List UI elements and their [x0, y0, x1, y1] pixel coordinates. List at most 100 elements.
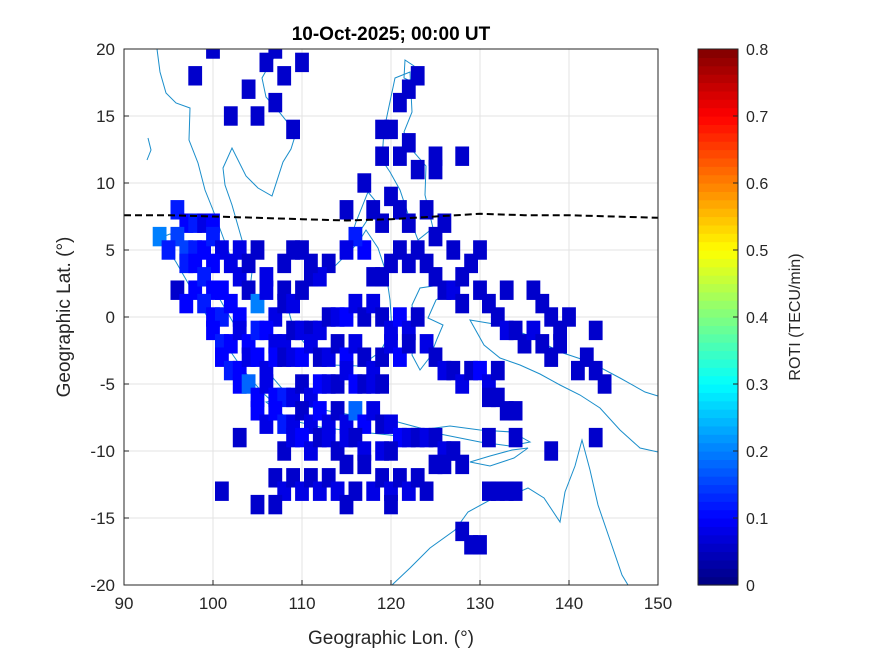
roti-cell: [375, 213, 389, 233]
colorbar-band: [698, 350, 738, 360]
colorbar-band: [698, 124, 738, 134]
roti-cell: [161, 240, 176, 260]
y-tick-label: 10: [96, 174, 115, 193]
roti-cell: [259, 280, 274, 300]
colorbar-band: [698, 425, 738, 435]
x-tick-label: 90: [115, 594, 134, 613]
roti-cell: [597, 374, 612, 394]
colorbar-band: [698, 375, 738, 385]
colorbar-band: [698, 275, 738, 285]
x-tick-label: 130: [466, 594, 494, 613]
roti-cell: [250, 106, 265, 126]
colorbar-band: [698, 451, 738, 460]
colorbar-band: [698, 568, 738, 578]
roti-cell: [419, 481, 434, 501]
y-tick-label: -5: [100, 375, 115, 394]
roti-cell: [384, 186, 398, 207]
x-tick-label: 120: [377, 594, 405, 613]
roti-cell: [473, 240, 487, 260]
colorbar-band: [698, 358, 738, 368]
colorbar-band: [698, 576, 738, 586]
colorbar-band: [698, 417, 738, 427]
colorbar-band: [698, 459, 738, 469]
colorbar-band: [698, 90, 738, 100]
colorbar-band: [698, 166, 738, 176]
colorbar-band: [698, 183, 738, 192]
roti-cell: [490, 360, 505, 381]
colorbar-band: [698, 509, 738, 519]
roti-cell: [401, 133, 416, 153]
colorbar-tick-label: 0.3: [746, 377, 768, 394]
colorbar-band: [698, 559, 738, 569]
magnetic-equator: [124, 212, 658, 222]
colorbar-band: [698, 266, 738, 276]
colorbar-band: [698, 191, 738, 201]
roti-cell: [508, 481, 523, 501]
colorbar-tick-label: 0: [746, 578, 755, 595]
colorbar-band: [698, 501, 738, 511]
colorbar: [698, 49, 738, 586]
y-tick-label: 5: [106, 241, 115, 260]
roti-cell: [482, 427, 496, 448]
roti-cell: [268, 49, 283, 59]
colorbar-band: [698, 141, 738, 151]
x-axis-ticks: 90 100 110 120 130 140 150: [115, 580, 672, 613]
roti-cell: [277, 66, 292, 86]
x-tick-label: 140: [555, 594, 583, 613]
roti-cell: [357, 173, 372, 193]
colorbar-band: [698, 99, 738, 109]
roti-cell: [179, 293, 194, 314]
roti-cell: [419, 200, 434, 220]
roti-cell: [508, 427, 523, 448]
roti-cell: [384, 253, 398, 274]
colorbar-band: [698, 467, 738, 477]
roti-cell: [188, 66, 203, 86]
y-axis-ticks: -20 -15 -10 -5 0 5 10 15 20: [90, 40, 129, 595]
x-tick-label: 100: [199, 594, 227, 613]
colorbar-tick-label: 0.2: [746, 444, 768, 461]
roti-cell: [268, 92, 283, 113]
colorbar-band: [698, 333, 738, 343]
colorbar-band: [698, 65, 738, 75]
roti-cell: [295, 52, 309, 73]
colorbar-band: [698, 476, 738, 486]
colorbar-band: [698, 534, 738, 544]
colorbar-band: [698, 526, 738, 536]
roti-cell: [544, 441, 559, 461]
roti-cell: [455, 454, 470, 475]
roti-cell: [410, 307, 425, 327]
colorbar-band: [698, 492, 738, 502]
colorbar-band: [698, 82, 738, 92]
y-tick-label: 15: [96, 107, 115, 126]
roti-cell: [410, 159, 425, 180]
colorbar-band: [698, 233, 738, 243]
roti-cell: [401, 334, 416, 354]
roti-cell: [428, 159, 443, 180]
roti-cell: [526, 280, 541, 300]
colorbar-band: [698, 442, 738, 452]
y-tick-label: 20: [96, 40, 115, 59]
roti-cell: [366, 267, 381, 287]
colorbar-band: [698, 484, 738, 494]
roti-cell: [473, 535, 487, 555]
colorbar-band: [698, 250, 738, 259]
roti-cell: [384, 441, 398, 461]
colorbar-band: [698, 434, 738, 444]
y-tick-label: 0: [106, 308, 115, 327]
roti-cell: [215, 481, 229, 501]
roti-cell: [277, 253, 292, 274]
colorbar-ticks: 0 0.1 0.2 0.3 0.4 0.5 0.6 0.7 0.8: [733, 42, 768, 595]
roti-cell: [588, 320, 603, 341]
colorbar-tick-label: 0.1: [746, 511, 768, 528]
roti-cell: [375, 146, 389, 166]
x-tick-label: 110: [288, 594, 315, 613]
coastline-lesser-sunda: [419, 425, 532, 447]
colorbar-band: [698, 409, 738, 419]
roti-cell: [339, 494, 354, 515]
y-tick-label: -15: [90, 509, 115, 528]
colorbar-band: [698, 392, 738, 402]
roti-cell: [437, 213, 452, 233]
roti-cell: [499, 280, 514, 300]
